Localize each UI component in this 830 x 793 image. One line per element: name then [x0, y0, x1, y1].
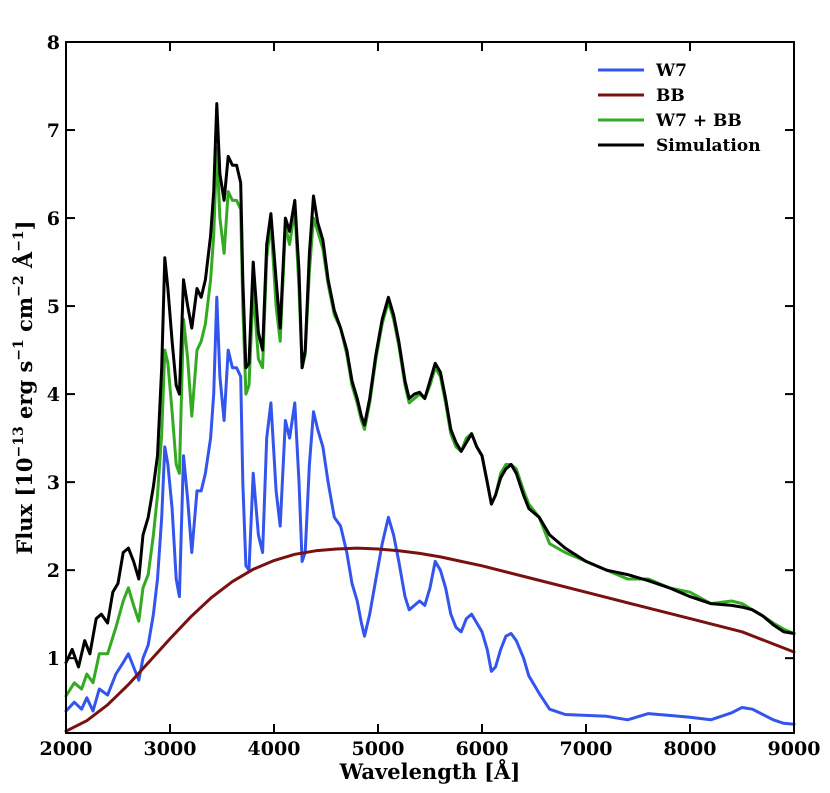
y-label-part: ]	[12, 220, 37, 230]
x-tick-label: 2000	[40, 738, 93, 760]
series-layer	[64, 102, 796, 733]
y-tick-label: 7	[47, 120, 60, 142]
legend-label: W7 + BB	[655, 111, 742, 131]
x-tick-label: 5000	[352, 738, 405, 760]
x-tick-label: 6000	[456, 738, 509, 760]
series-line-w7-bb	[64, 146, 796, 698]
y-label-part: Å	[12, 251, 37, 275]
y-axis-label: Flux [10−13 erg s−1 cm−2 Å−1]	[11, 220, 37, 554]
legend-label: Simulation	[656, 136, 761, 156]
x-tick-label: 8000	[664, 738, 717, 760]
y-tick-label: 5	[47, 296, 60, 318]
series-line-bb	[64, 546, 796, 733]
y-label-part: erg s	[12, 361, 37, 427]
y-tick-label: 1	[47, 648, 60, 670]
x-tick-label: 9000	[768, 738, 821, 760]
labels-layer: 2000 3000 4000 5000 6000 7000 8000 9000 1 2 3 4 5 6 7 8	[40, 32, 821, 760]
y-label-sup: −1	[11, 230, 27, 251]
x-axis-label: Wavelength [Å]	[339, 759, 521, 784]
x-tick-label: 4000	[248, 738, 301, 760]
legend-label: BB	[656, 86, 685, 106]
y-tick-label: 8	[47, 32, 60, 54]
y-tick-label: 6	[47, 208, 60, 230]
y-label-sup: −2	[11, 275, 27, 296]
y-label-sup: −1	[11, 339, 27, 360]
y-label-part: cm	[12, 297, 37, 339]
y-label-part: Flux [10	[12, 457, 37, 554]
series-line-simulation	[64, 102, 796, 669]
y-tick-label: 4	[47, 384, 60, 406]
x-tick-label: 3000	[144, 738, 197, 760]
legend: W7 BB W7 + BB Simulation	[598, 61, 761, 156]
y-label-sup: −13	[11, 426, 27, 457]
series-line-w7	[64, 295, 796, 726]
y-tick-label: 2	[47, 560, 60, 582]
y-tick-label: 3	[47, 472, 60, 494]
plot-frame	[65, 41, 795, 734]
x-tick-label: 7000	[560, 738, 613, 760]
ticks-layer	[65, 41, 795, 733]
legend-label: W7	[655, 61, 687, 81]
